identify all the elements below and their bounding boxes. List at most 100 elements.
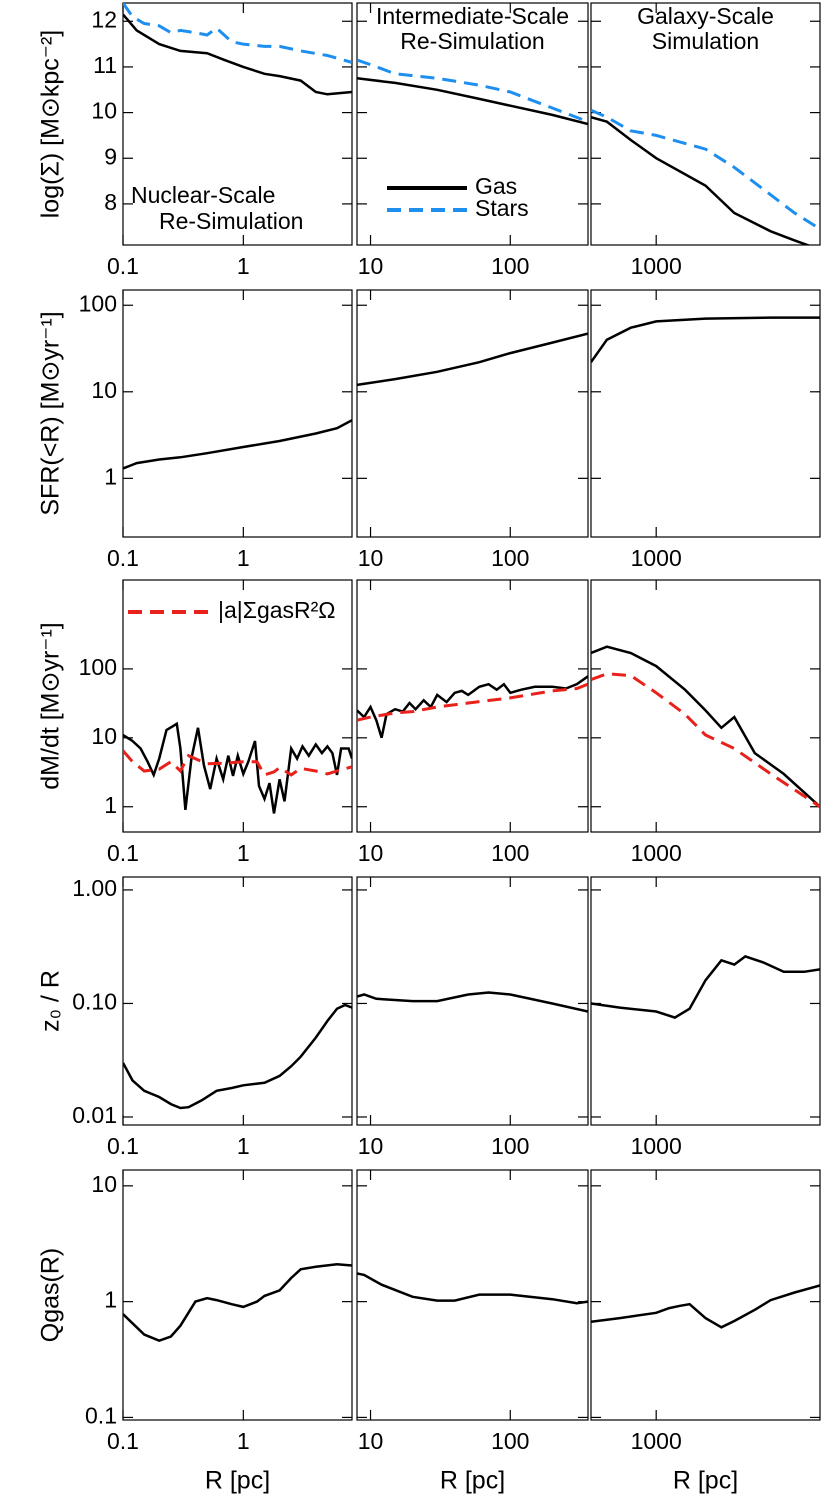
series-line	[357, 58, 588, 124]
panel-frame	[590, 876, 821, 1126]
x-tick-label: 1	[237, 1133, 250, 1159]
annotation: Galaxy-Scale	[637, 3, 774, 29]
legend-label: Gas	[475, 173, 517, 199]
x-tick-label: 100	[491, 1428, 529, 1454]
y-tick-label: 10	[91, 98, 117, 124]
panel-frame	[122, 1169, 353, 1421]
series-line	[357, 1272, 588, 1305]
annotation: Re-Simulation	[159, 208, 303, 234]
y-tick-label: 1	[104, 1287, 117, 1313]
x-tick-label: 10	[358, 1133, 384, 1159]
panel: 10 100 R [pc]	[356, 1169, 589, 1495]
x-axis-label: R [pc]	[205, 1467, 270, 1495]
x-tick-label: 1000	[631, 253, 682, 279]
x-tick-label: 1000	[631, 1133, 682, 1159]
y-tick-label: 0.1	[85, 1402, 117, 1428]
x-tick-label: 10	[358, 253, 384, 279]
series-line	[591, 955, 820, 1019]
panel-frame	[356, 1169, 589, 1421]
x-tick-label: 0.1	[107, 545, 139, 571]
panel-frame	[122, 289, 353, 538]
series-line	[123, 749, 352, 777]
y-axis-label: Qgas(R)	[37, 1248, 65, 1342]
series-line	[123, 721, 352, 814]
series-line	[357, 991, 588, 1013]
panel-frame	[122, 876, 353, 1126]
series-line	[123, 419, 352, 470]
y-tick-label: 100	[79, 290, 117, 316]
x-tick-label: 1	[237, 253, 250, 279]
panel-frame	[590, 289, 821, 538]
annotation: Re-Simulation	[400, 28, 544, 54]
panel-frame	[356, 876, 589, 1126]
annotation: Simulation	[652, 28, 759, 54]
x-tick-label: 1	[237, 545, 250, 571]
y-tick-label: 1	[104, 463, 117, 489]
annotation: Intermediate-Scale	[376, 3, 569, 29]
y-axis-label: dM/dt [M⊙yr⁻¹]	[37, 622, 65, 789]
series-line	[357, 682, 588, 722]
x-tick-label: 0.1	[107, 253, 139, 279]
panel-frame	[590, 579, 821, 833]
panel: 1000	[590, 876, 821, 1159]
panel: 0.1 1 0.01 0.10 1.00 z₀ / R	[37, 875, 353, 1159]
series-line	[123, 3, 352, 64]
legend-label: Stars	[475, 195, 529, 221]
legend-label: |a|ΣgasR²Ω	[218, 597, 336, 623]
x-tick-label: 10	[358, 840, 384, 866]
panel-frame	[590, 2, 821, 246]
y-axis-label: log(Σ) [M⊙kpc⁻²]	[37, 30, 65, 219]
x-tick-label: 0.1	[107, 1133, 139, 1159]
x-tick-label: 1000	[631, 840, 682, 866]
panel: 10 100	[356, 289, 589, 571]
x-tick-label: 0.1	[107, 840, 139, 866]
series-line	[591, 672, 820, 808]
y-tick-label: 100	[79, 654, 117, 680]
panel: 0.1 1 1 10 100 SFR(<R) [M⊙yr⁻¹]	[37, 289, 353, 571]
y-tick-label: 8	[104, 189, 117, 215]
panel-frame	[356, 579, 589, 833]
series-line	[591, 645, 820, 808]
series-line	[123, 1003, 352, 1110]
panel: 1000 R [pc]	[590, 1169, 821, 1495]
x-axis-label: R [pc]	[673, 1467, 738, 1495]
panel: 0.1 1 1 10 100 |a|ΣgasR²Ω dM/dt [M⊙yr⁻¹]	[37, 579, 353, 866]
y-tick-label: 0.10	[72, 989, 117, 1015]
panel-frame	[590, 1169, 821, 1421]
x-tick-label: 1000	[631, 1428, 682, 1454]
y-tick-label: 11	[93, 52, 117, 78]
series-line	[123, 1263, 352, 1343]
x-tick-label: 1	[237, 840, 250, 866]
x-tick-label: 100	[491, 545, 529, 571]
x-axis-label: R [pc]	[440, 1467, 505, 1495]
series-line	[591, 316, 820, 363]
panel: 1000	[590, 579, 821, 866]
series-line	[357, 77, 588, 126]
x-tick-label: 100	[491, 840, 529, 866]
x-tick-label: 0.1	[107, 1428, 139, 1454]
y-tick-label: 10	[91, 723, 117, 749]
x-tick-label: 1000	[631, 545, 682, 571]
series-line	[123, 13, 352, 96]
y-tick-label: 0.01	[72, 1102, 117, 1128]
y-tick-label: 1	[104, 792, 117, 818]
panel: 10 100	[356, 876, 589, 1159]
panel: 0.1 1 0.1 1 10 Qgas(R) R [pc]	[37, 1169, 353, 1495]
x-tick-label: 10	[358, 545, 384, 571]
annotation: Nuclear-Scale	[131, 182, 275, 208]
x-tick-label: 1	[237, 1428, 250, 1454]
y-axis-label: SFR(<R) [M⊙yr⁻¹]	[37, 311, 65, 515]
series-line	[591, 115, 811, 245]
y-tick-label: 1.00	[72, 875, 117, 901]
x-tick-label: 100	[491, 253, 529, 279]
y-axis-label: z₀ / R	[37, 970, 65, 1032]
panel-frame	[122, 579, 353, 833]
panel: 1000	[590, 289, 821, 571]
x-tick-label: 100	[491, 1133, 529, 1159]
x-tick-label: 10	[358, 1428, 384, 1454]
panel: 10 100	[356, 579, 589, 866]
